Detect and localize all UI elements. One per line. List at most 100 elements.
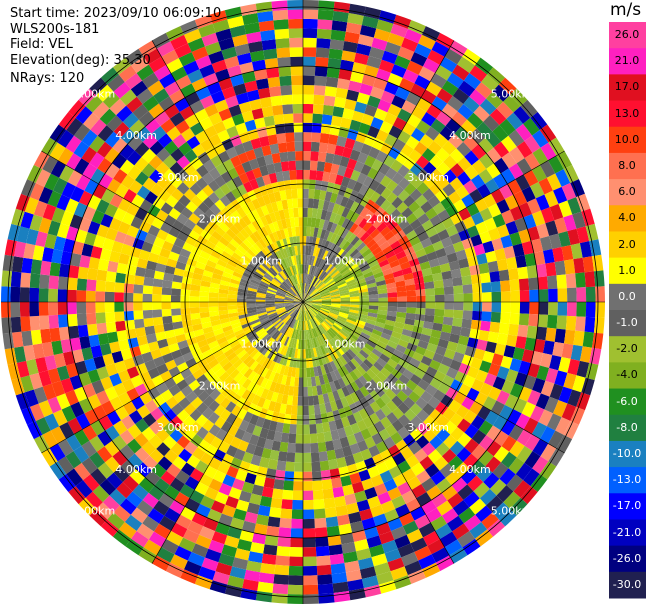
gate-cell [338, 287, 349, 293]
gate-cell [352, 61, 367, 75]
gate-cell [538, 289, 549, 302]
gate-cell [98, 415, 114, 431]
gate-cell [435, 442, 450, 457]
gate-cell [227, 15, 245, 29]
gate-cell [343, 425, 354, 437]
gate-cell [303, 490, 314, 501]
gate-cell [358, 469, 371, 482]
gate-cell [544, 190, 559, 208]
gate-cell [448, 191, 462, 205]
gate-cell [115, 183, 129, 199]
gate-cell [185, 200, 198, 213]
gate-cell [246, 358, 256, 369]
gate-cell [307, 329, 311, 340]
gate-cell [584, 316, 596, 333]
gate-cell [159, 73, 176, 89]
gate-cell [298, 320, 302, 331]
gate-cell [529, 289, 539, 302]
gate-cell [558, 231, 571, 248]
gate-cell [183, 60, 200, 75]
gate-cell [378, 297, 388, 302]
gate-cell [292, 319, 298, 329]
gate-cell [242, 451, 254, 464]
gate-cell [327, 535, 342, 547]
gate-cell [245, 169, 256, 182]
gate-cell [359, 83, 373, 96]
gate-cell [197, 151, 211, 165]
gate-cell [212, 571, 230, 585]
gate-cell [370, 263, 381, 272]
gate-cell [328, 48, 343, 60]
gate-cell [421, 477, 437, 492]
gate-cell [84, 232, 97, 246]
gate-cell [310, 255, 316, 266]
gate-cell [469, 128, 486, 145]
gate-cell [234, 267, 245, 276]
gate-cell [136, 335, 149, 346]
gate-cell [341, 542, 356, 554]
gate-cell [340, 117, 352, 129]
gate-cell [570, 344, 583, 361]
gate-cell [392, 452, 406, 466]
gate-cell [489, 108, 507, 126]
gate-cell [463, 72, 482, 90]
gate-cell [291, 246, 296, 256]
gate-cell [295, 302, 303, 308]
gate-cell [138, 111, 155, 127]
gate-cell [320, 334, 327, 345]
gate-cell [440, 394, 454, 408]
gate-cell [566, 287, 577, 302]
gate-cell [109, 341, 121, 354]
gate-cell [48, 288, 58, 302]
gate-cell [317, 313, 326, 320]
gate-cell [274, 28, 290, 40]
gate-cell [318, 312, 327, 319]
gate-cell [300, 339, 303, 350]
gate-cell [326, 525, 340, 537]
gate-cell [253, 230, 262, 241]
gate-cell [387, 486, 402, 501]
gate-cell [139, 199, 153, 213]
gate-cell [442, 316, 454, 326]
gate-cell [265, 390, 274, 401]
gate-cell [393, 575, 412, 590]
gate-cell [173, 327, 185, 337]
gate-cell [268, 222, 276, 234]
gate-cell [267, 244, 275, 255]
gate-cell [340, 196, 350, 208]
gate-cell [268, 313, 278, 320]
gate-cell [74, 158, 90, 175]
gate-cell [521, 401, 536, 418]
gate-cell [457, 171, 471, 186]
gate-cell [389, 384, 402, 396]
gate-cell [416, 119, 431, 135]
gate-cell [246, 212, 256, 223]
gate-cell [374, 250, 385, 260]
gate-cell [366, 339, 377, 349]
gate-cell [65, 226, 79, 241]
gate-cell [42, 341, 54, 357]
gate-cell [112, 450, 128, 467]
gate-cell [153, 500, 170, 516]
gate-cell [323, 275, 332, 284]
gate-cell [255, 299, 266, 302]
gate-cell [196, 189, 209, 202]
gate-cell [303, 302, 306, 312]
gate-cell [374, 344, 385, 354]
gate-cell [303, 330, 305, 340]
gate-cell [214, 199, 226, 211]
gate-cell [297, 310, 301, 321]
range-rings [1, 0, 605, 604]
gate-cell [373, 420, 386, 433]
gate-cell [304, 339, 308, 350]
gate-cell [271, 265, 280, 274]
gate-cell [452, 317, 463, 328]
gate-cell [266, 429, 276, 441]
gate-cell [363, 325, 374, 333]
gate-cell [251, 276, 261, 283]
gate-cell [416, 422, 430, 436]
gate-cell [172, 219, 185, 232]
gate-cell [543, 249, 555, 264]
gate-cell [221, 250, 232, 260]
gate-cell [268, 400, 277, 412]
